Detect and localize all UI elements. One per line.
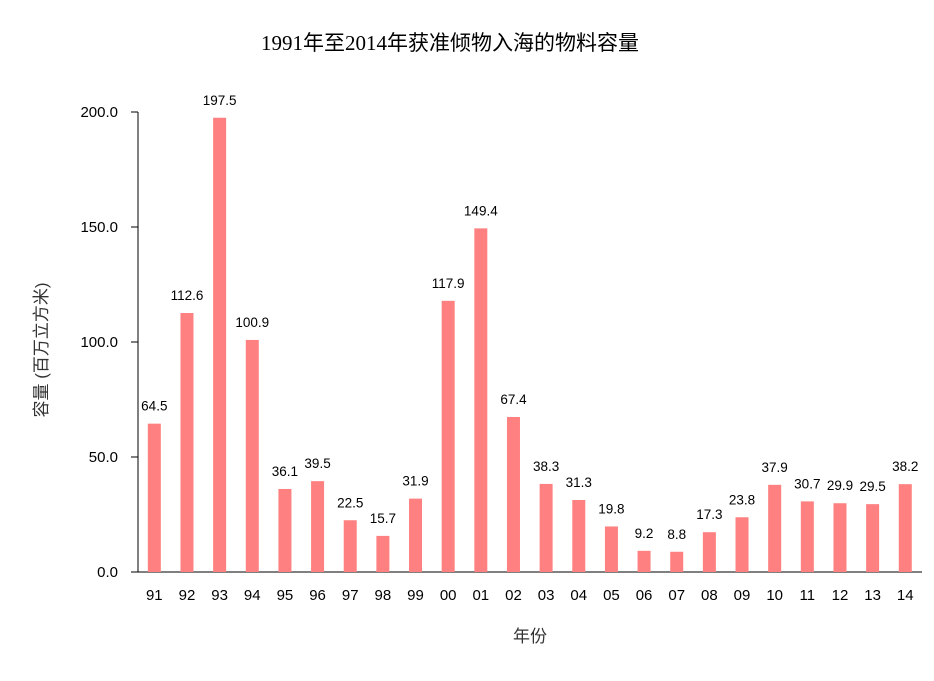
data-label-98: 15.7 [370, 511, 396, 526]
x-tick-label: 94 [244, 587, 261, 604]
x-tick-label: 10 [766, 587, 783, 604]
data-label-13: 29.5 [859, 479, 885, 494]
x-tick-label: 04 [570, 587, 587, 604]
y-axis-label: 容量 (百万立方米) [32, 282, 51, 417]
data-label-05: 19.8 [598, 501, 624, 516]
x-tick-label: 14 [897, 587, 914, 604]
data-label-03: 38.3 [533, 459, 559, 474]
data-label-07: 8.8 [667, 527, 686, 542]
bar-00 [441, 300, 455, 572]
data-label-04: 31.3 [566, 475, 592, 490]
x-tick-label: 95 [277, 587, 294, 604]
x-tick-label: 06 [636, 587, 653, 604]
y-tick-label: 200.0 [80, 104, 118, 121]
data-label-00: 117.9 [432, 276, 465, 291]
x-tick-label: 13 [864, 587, 881, 604]
data-label-10: 37.9 [762, 460, 788, 475]
data-label-01: 149.4 [464, 203, 498, 218]
bar-12 [833, 503, 847, 572]
bar-92 [180, 313, 194, 572]
bar-09 [735, 517, 749, 572]
bar-05 [604, 526, 618, 572]
data-label-95: 36.1 [272, 464, 298, 479]
bar-93 [213, 117, 227, 572]
data-label-11: 30.7 [794, 476, 820, 491]
bar-04 [572, 500, 586, 572]
y-tick-label: 50.0 [89, 449, 118, 466]
bar-99 [409, 498, 423, 572]
y-tick-label: 0.0 [97, 564, 118, 581]
y-tick-label: 150.0 [80, 219, 118, 236]
bar-96 [311, 481, 325, 572]
data-label-97: 22.5 [337, 495, 363, 510]
bar-97 [343, 520, 357, 572]
bar-94 [245, 339, 259, 572]
data-label-06: 9.2 [635, 526, 654, 541]
bar-08 [702, 532, 716, 572]
x-tick-label: 92 [179, 587, 196, 604]
data-label-09: 23.8 [729, 492, 755, 507]
data-label-14: 38.2 [892, 459, 918, 474]
bar-02 [506, 416, 520, 572]
data-label-96: 39.5 [304, 456, 330, 471]
bar-91 [147, 423, 161, 572]
x-tick-label: 03 [538, 587, 555, 604]
x-tick-label: 09 [734, 587, 751, 604]
x-tick-label: 00 [440, 587, 457, 604]
x-tick-label: 01 [472, 587, 489, 604]
x-tick-label: 02 [505, 587, 522, 604]
chart-title: 1991年至2014年获准倾物入海的物料容量 [261, 31, 639, 55]
x-tick-label: 12 [832, 587, 849, 604]
x-tick-label: 99 [407, 587, 424, 604]
data-label-99: 31.9 [402, 474, 428, 489]
x-tick-label: 05 [603, 587, 620, 604]
bar-03 [539, 483, 553, 572]
bar-98 [376, 535, 390, 572]
data-label-92: 112.6 [171, 288, 204, 303]
x-tick-label: 08 [701, 587, 718, 604]
data-label-08: 17.3 [696, 507, 722, 522]
x-tick-label: 97 [342, 587, 359, 604]
bar-07 [670, 551, 684, 572]
data-label-93: 197.5 [203, 93, 237, 108]
data-label-94: 100.9 [235, 315, 269, 330]
x-tick-label: 96 [309, 587, 326, 604]
data-label-02: 67.4 [500, 392, 527, 407]
data-label-12: 29.9 [827, 478, 853, 493]
x-tick-label: 93 [211, 587, 228, 604]
bar-11 [800, 501, 814, 572]
bar-10 [768, 484, 782, 572]
x-axis-label: 年份 [513, 627, 547, 646]
bar-01 [474, 228, 488, 572]
bar-06 [637, 550, 651, 572]
x-tick-label: 11 [800, 587, 816, 604]
bar-14 [898, 484, 912, 572]
x-tick-label: 98 [375, 587, 392, 604]
y-tick-label: 100.0 [80, 334, 118, 351]
data-label-91: 64.5 [141, 399, 167, 414]
x-tick-label: 07 [668, 587, 685, 604]
bar-13 [866, 504, 880, 572]
bar-95 [278, 488, 292, 572]
x-tick-label: 91 [146, 587, 163, 604]
